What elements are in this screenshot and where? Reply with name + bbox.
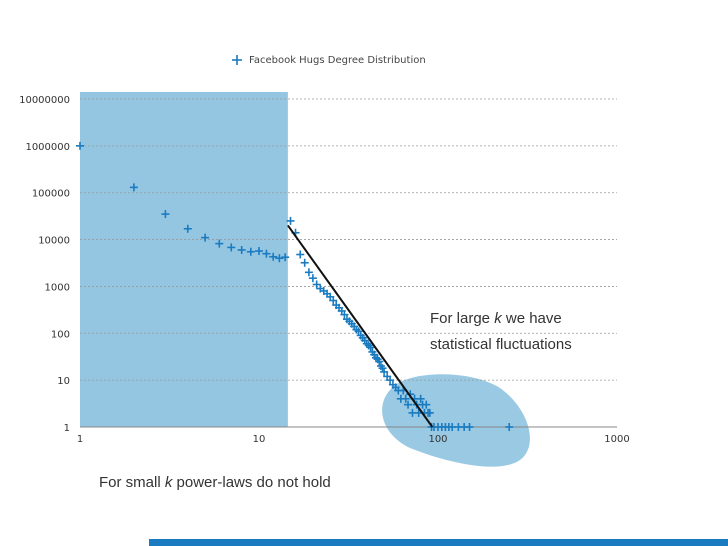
large-k-highlight-blob: [382, 374, 530, 467]
large-k-annotation: For large k we have statistical fluctuat…: [430, 306, 630, 358]
y-tick-label: 10000000: [19, 95, 70, 106]
data-point: [304, 268, 313, 277]
data-point: [275, 254, 284, 263]
x-tick-label: 1000: [604, 434, 629, 445]
power-law-fit-line: [287, 224, 434, 428]
legend-marker: [232, 55, 242, 65]
data-point: [340, 310, 349, 319]
data-point: [227, 243, 236, 252]
data-point: [404, 400, 413, 409]
data-point: [201, 233, 210, 242]
data-point: [312, 280, 321, 289]
x-tick-label: 10: [253, 434, 266, 445]
data-point: [281, 253, 290, 262]
small-k-annotation: For small k power-laws do not hold: [99, 474, 331, 491]
data-point: [129, 183, 138, 192]
data-point: [296, 250, 305, 259]
legend-label: Facebook Hugs Degree Distribution: [249, 55, 426, 66]
y-tick-label: 10000: [38, 236, 70, 247]
data-point: [215, 239, 224, 248]
data-point: [401, 394, 410, 403]
large-k-annotation-line1: For large k we have: [430, 310, 562, 327]
data-point: [366, 343, 375, 352]
y-tick-label: 100: [51, 329, 70, 340]
footer-accent-bar: [149, 539, 728, 546]
data-point: [416, 394, 425, 403]
y-tick-labels: 1 10 100 1000 10000 100000 1000000 10000000: [19, 95, 70, 434]
data-point: [425, 408, 434, 417]
data-point: [269, 252, 278, 261]
data-point: [183, 224, 192, 233]
data-point: [286, 216, 295, 225]
data-point: [255, 247, 263, 256]
data-point: [386, 376, 395, 385]
data-point: [76, 141, 84, 150]
data-point: [354, 327, 363, 336]
data-point: [380, 367, 389, 376]
data-point: [465, 423, 474, 431]
data-point: [237, 245, 246, 254]
data-point: [378, 364, 387, 373]
data-point: [161, 210, 170, 219]
data-point: [300, 258, 309, 267]
data-point: [505, 423, 514, 431]
y-tick-label: 1: [64, 423, 70, 434]
data-point: [246, 247, 255, 256]
large-k-annotation-line2: statistical fluctuations: [430, 336, 572, 353]
data-point: [308, 274, 317, 283]
x-tick-label: 1: [77, 434, 83, 445]
data-point: [422, 400, 431, 409]
x-tick-label: 100: [428, 434, 447, 445]
y-tick-label: 100000: [32, 189, 70, 200]
data-point: [262, 249, 271, 258]
y-tick-label: 1000000: [25, 142, 70, 153]
y-tick-label: 10: [57, 376, 70, 387]
data-point: [329, 296, 338, 305]
x-tick-labels: 1 10 100 1000: [77, 434, 630, 445]
legend: Facebook Hugs Degree Distribution: [232, 55, 426, 66]
gridlines: [80, 98, 617, 381]
data-point: [375, 357, 384, 366]
y-tick-label: 1000: [45, 282, 70, 293]
small-k-highlight-region: [80, 92, 288, 427]
